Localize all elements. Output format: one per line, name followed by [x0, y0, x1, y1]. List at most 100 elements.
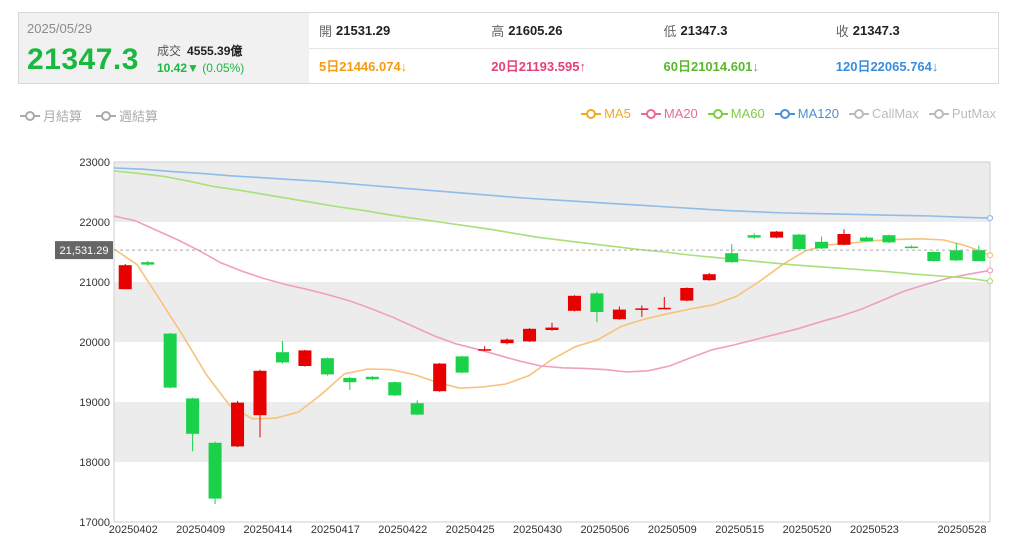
low-label: 低 — [663, 23, 677, 39]
legend-monthly-settlement[interactable]: 月結算 — [20, 106, 82, 125]
legend-marker-icon — [848, 108, 869, 119]
candle-body — [725, 253, 739, 263]
ma-row: 5日21446.074↓ 20日21193.595↑ 60日21014.601↓… — [309, 47, 998, 84]
x-tick-label: 20250430 — [513, 524, 562, 536]
x-tick-label: 20250409 — [176, 524, 225, 536]
current-price-label: 21,531.29 — [60, 245, 109, 257]
quote-date: 2025/05/29 — [27, 21, 93, 36]
close-cell: 收 21347.3 — [826, 13, 998, 48]
ma20-value: 20日21193.595↑ — [491, 59, 586, 75]
open-label: 開 — [319, 23, 333, 39]
candle-body — [635, 308, 649, 310]
candle-body — [972, 250, 986, 262]
grid-band — [114, 162, 990, 222]
legend-marker-icon — [707, 108, 728, 119]
ma5-value: 5日21446.074↓ — [319, 59, 408, 75]
legend-putmax[interactable]: PutMax — [928, 106, 996, 121]
quote-summary: 2025/05/29 21347.3 成交 4555.39億 10.42▼ (0.… — [19, 13, 309, 83]
quote-grid: 開 21531.29 高 21605.26 低 21347.3 收 21347.3 5日… — [309, 13, 998, 83]
legend-marker-icon — [640, 108, 661, 119]
series-legend: MA5 MA20 MA60 MA120 CallMax PutMax — [581, 106, 996, 121]
candle-body — [949, 250, 963, 261]
y-tick-label: 22000 — [79, 217, 110, 229]
grid-band — [114, 342, 990, 402]
series-line-ma60 — [113, 170, 991, 282]
grid-band — [114, 282, 990, 342]
candle-body — [500, 339, 514, 344]
legend-marker-icon — [581, 108, 602, 119]
series-end-point — [986, 267, 994, 274]
close-value: 21347.3 — [852, 22, 900, 38]
legend-marker-icon — [928, 108, 949, 119]
open-cell: 開 21531.29 — [309, 13, 481, 48]
ma60-value: 60日21014.601↓ — [663, 59, 759, 75]
candle-body — [478, 349, 492, 351]
open-value: 21531.29 — [336, 22, 391, 38]
legend-label: MA5 — [604, 106, 631, 121]
x-tick-label: 20250422 — [378, 524, 427, 536]
x-tick-label: 20250402 — [109, 524, 158, 536]
y-tick-label: 19000 — [79, 397, 110, 409]
candle-body — [523, 328, 537, 342]
low-cell: 低 21347.3 — [654, 13, 826, 48]
candle-body — [320, 358, 334, 375]
candle-body — [365, 376, 379, 380]
change-percent: (0.05%) — [202, 61, 245, 75]
series-line-ma120 — [113, 167, 991, 219]
series-line-ma20 — [113, 215, 991, 373]
candle-body — [859, 237, 873, 242]
candle-body — [388, 382, 402, 396]
grid-band — [114, 462, 990, 522]
x-tick-label: 20250528 — [938, 524, 987, 536]
legend-callmax[interactable]: CallMax — [848, 106, 919, 121]
grid-band — [114, 402, 990, 462]
legend-label: MA20 — [663, 106, 698, 121]
ma120-value: 120日22065.764↓ — [835, 59, 939, 75]
y-tick-label: 20000 — [79, 337, 110, 349]
settlement-legend: 月結算 週結算 — [20, 106, 158, 125]
candle-body — [567, 295, 581, 311]
legend-weekly-settlement[interactable]: 週結算 — [96, 106, 158, 125]
legend-label: PutMax — [951, 106, 996, 121]
x-tick-label: 20250509 — [648, 524, 697, 536]
ohlc-row: 開 21531.29 高 21605.26 低 21347.3 收 21347.3 — [309, 13, 998, 48]
legend-marker-icon — [774, 108, 795, 119]
candle-body — [163, 333, 177, 388]
close-label: 收 — [835, 23, 849, 39]
legend-ma120[interactable]: MA120 — [774, 106, 839, 121]
change-value: 10.42▼ — [157, 61, 199, 75]
candle-body — [882, 235, 896, 243]
legend-marker-icon — [96, 110, 117, 121]
price-change: 10.42▼ (0.05%) — [157, 61, 244, 75]
legend-ma60[interactable]: MA60 — [707, 106, 765, 121]
series-end-point — [986, 252, 994, 259]
candle-body — [927, 252, 941, 261]
candle-body — [118, 265, 132, 290]
high-value: 21605.26 — [508, 22, 563, 38]
series-end-point — [986, 278, 994, 285]
current-price-tag — [55, 241, 113, 260]
candle-body — [590, 293, 604, 312]
legend-ma5[interactable]: MA5 — [581, 106, 631, 121]
candle-body — [410, 403, 424, 415]
x-tick-label: 20250414 — [244, 524, 293, 536]
x-tick-label: 20250425 — [446, 524, 495, 536]
volume: 成交 4555.39億 — [157, 42, 242, 59]
legend-ma20[interactable]: MA20 — [640, 106, 698, 121]
candle-body — [837, 234, 851, 245]
candle-body — [815, 241, 829, 249]
high-label: 高 — [491, 23, 505, 39]
y-tick-label: 21000 — [79, 277, 110, 289]
candle-body — [208, 442, 222, 499]
y-tick-label: 18000 — [79, 457, 110, 469]
volume-value: 4555.39億 — [187, 44, 243, 58]
volume-label: 成交 — [157, 44, 182, 58]
candle-body — [433, 363, 447, 392]
candle-body — [253, 370, 267, 416]
x-tick-label: 20250417 — [311, 524, 360, 536]
candle-body — [545, 327, 559, 330]
candle-body — [343, 378, 357, 383]
candle-body — [904, 246, 918, 249]
plot-border — [113, 161, 991, 523]
candle-body — [455, 356, 469, 373]
